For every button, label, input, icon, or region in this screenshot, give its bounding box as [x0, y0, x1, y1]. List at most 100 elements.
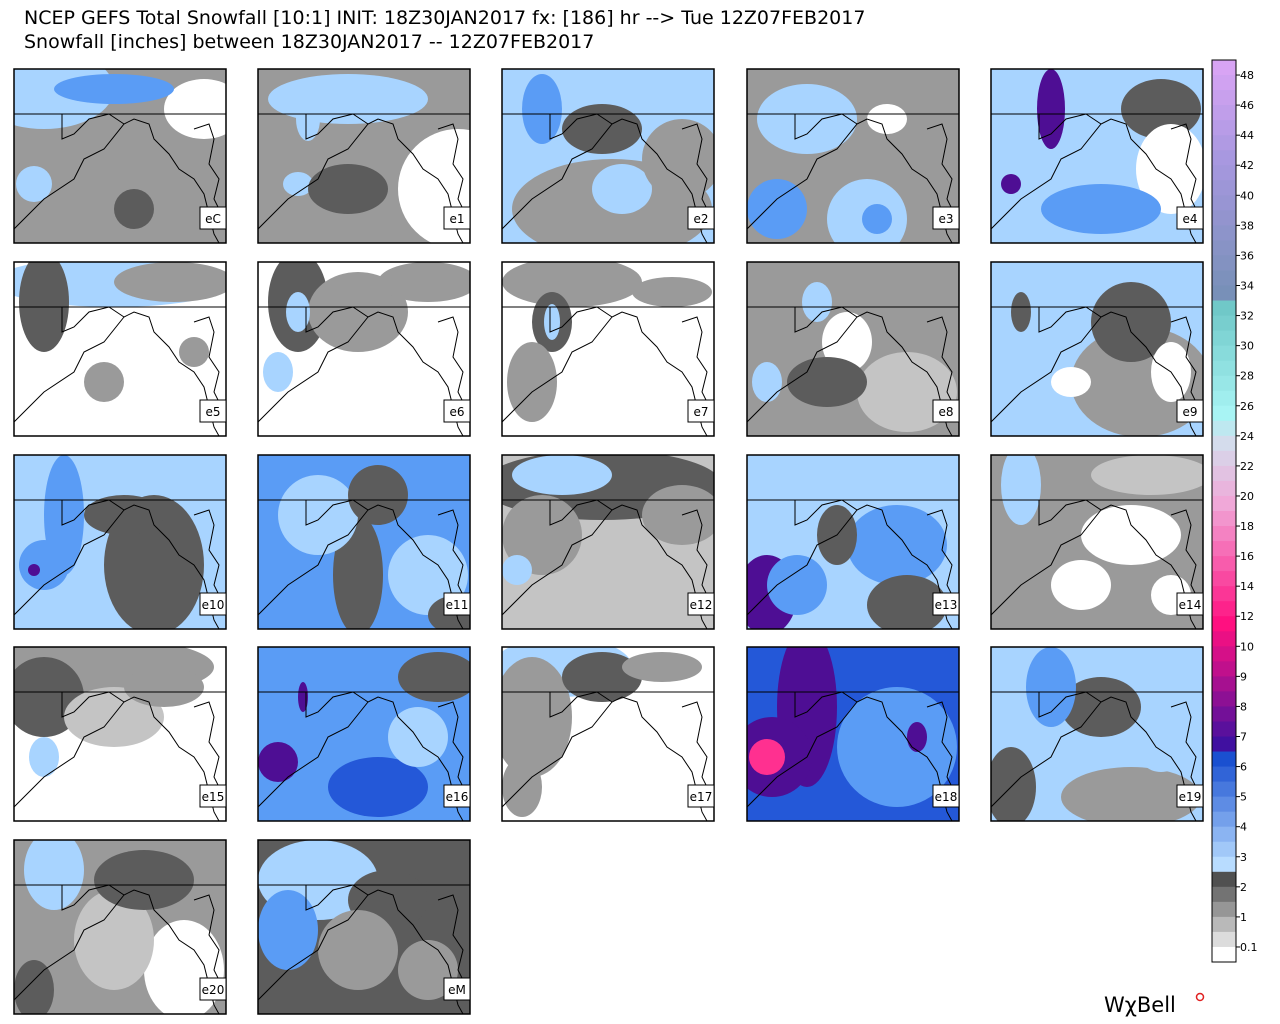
colorbar-label: 36	[1240, 249, 1254, 262]
snow-contour	[318, 910, 398, 990]
colorbar-label: 48	[1240, 69, 1254, 82]
panel-frame	[13, 646, 227, 822]
map-panel: e6	[257, 261, 471, 437]
panel-fill	[991, 262, 1203, 436]
snow-contour	[522, 74, 562, 144]
panel-fill	[502, 262, 714, 436]
panel-frame	[257, 839, 471, 1015]
panel-label: e8	[938, 405, 953, 419]
label-box	[687, 784, 715, 808]
panel-frame	[990, 261, 1204, 437]
snow-contour	[24, 840, 84, 910]
panel-fill	[502, 69, 714, 243]
panel-frame	[13, 68, 227, 244]
label-box	[199, 977, 227, 1001]
colorbar-segment	[1212, 240, 1236, 256]
state-border	[991, 306, 1202, 436]
snow-contour	[1001, 455, 1041, 525]
colorbar-segment	[1212, 255, 1236, 271]
state-border	[14, 306, 225, 436]
logo: WχBell	[1104, 993, 1176, 1017]
map-panel: e14	[990, 454, 1204, 630]
label-box	[443, 592, 471, 616]
colorbar-segment	[1212, 270, 1236, 286]
colorbar-segment	[1212, 796, 1236, 813]
snow-contour	[502, 555, 532, 585]
panel-fill	[747, 69, 959, 243]
snow-contour	[114, 189, 154, 229]
colorbar-segment	[1212, 781, 1236, 798]
colorbar-segment	[1212, 616, 1236, 632]
panel-fill	[14, 840, 226, 1014]
map-panel: e4	[990, 68, 1204, 244]
snow-contour	[622, 652, 702, 682]
snow-contour	[752, 362, 782, 402]
label-box	[687, 399, 715, 423]
panel-fill	[258, 647, 470, 821]
snow-contour	[258, 742, 298, 782]
colorbar-label: 42	[1240, 159, 1254, 172]
colorbar-label: 30	[1240, 340, 1254, 353]
snow-contour	[258, 890, 318, 970]
snow-contour	[179, 337, 209, 367]
state-border	[747, 499, 958, 629]
colorbar-segment	[1212, 646, 1236, 662]
colorbar-label: 0.1	[1240, 941, 1258, 954]
panel-frame	[13, 261, 227, 437]
state-border	[747, 113, 958, 243]
snow-contour	[44, 455, 84, 575]
snow-contour	[512, 455, 612, 495]
snow-contour	[1061, 767, 1201, 821]
label-box	[443, 206, 471, 230]
panel-fill	[747, 262, 959, 436]
panel-fill	[991, 455, 1203, 629]
snow-contour	[28, 564, 40, 576]
snow-contour	[398, 940, 458, 1000]
snow-contour	[867, 104, 907, 134]
snow-contour	[268, 74, 428, 124]
snow-contour	[749, 739, 785, 775]
map-panel: e10	[13, 454, 227, 630]
colorbar-segment	[1212, 105, 1236, 121]
panel-fill	[258, 262, 470, 436]
colorbar-segment	[1212, 120, 1236, 136]
colorbar-label: 32	[1240, 310, 1254, 323]
colorbar-label: 4	[1240, 821, 1247, 834]
colorbar-segment	[1212, 631, 1236, 647]
panel-frame	[13, 454, 227, 630]
map-panel: eM	[257, 839, 471, 1015]
panel-frame	[501, 68, 715, 244]
colorbar-segment	[1212, 736, 1236, 753]
map-panel: e12	[501, 454, 715, 630]
colorbar-label: 20	[1240, 490, 1254, 503]
snow-contour	[507, 342, 557, 422]
snow-contour	[907, 722, 927, 752]
label-box	[199, 206, 227, 230]
label-box	[932, 399, 960, 423]
colorbar-segment	[1212, 180, 1236, 196]
panel-frame	[990, 646, 1204, 822]
state-border	[14, 884, 225, 1014]
colorbar-segment	[1212, 450, 1236, 467]
panel-frame	[746, 646, 960, 822]
colorbar-segment	[1212, 556, 1236, 572]
panel-frame	[257, 646, 471, 822]
map-panel: e9	[990, 261, 1204, 437]
state-border	[14, 691, 225, 821]
colorbar-segment	[1212, 360, 1236, 377]
panel-frame	[990, 454, 1204, 630]
snow-contour	[263, 352, 293, 392]
colorbar-segment	[1212, 90, 1236, 106]
snow-contour	[632, 277, 712, 307]
snow-contour	[144, 920, 224, 1014]
panel-frame	[746, 68, 960, 244]
snow-contour	[1026, 647, 1076, 727]
snow-contour	[562, 104, 642, 154]
map-panel: e20	[13, 839, 227, 1015]
snow-contour	[747, 179, 807, 239]
state-border	[502, 306, 713, 436]
colorbar-label: 3	[1240, 851, 1247, 864]
colorbar-segment	[1212, 210, 1236, 226]
colorbar-segment	[1212, 420, 1236, 437]
panel-label: e12	[690, 598, 713, 612]
